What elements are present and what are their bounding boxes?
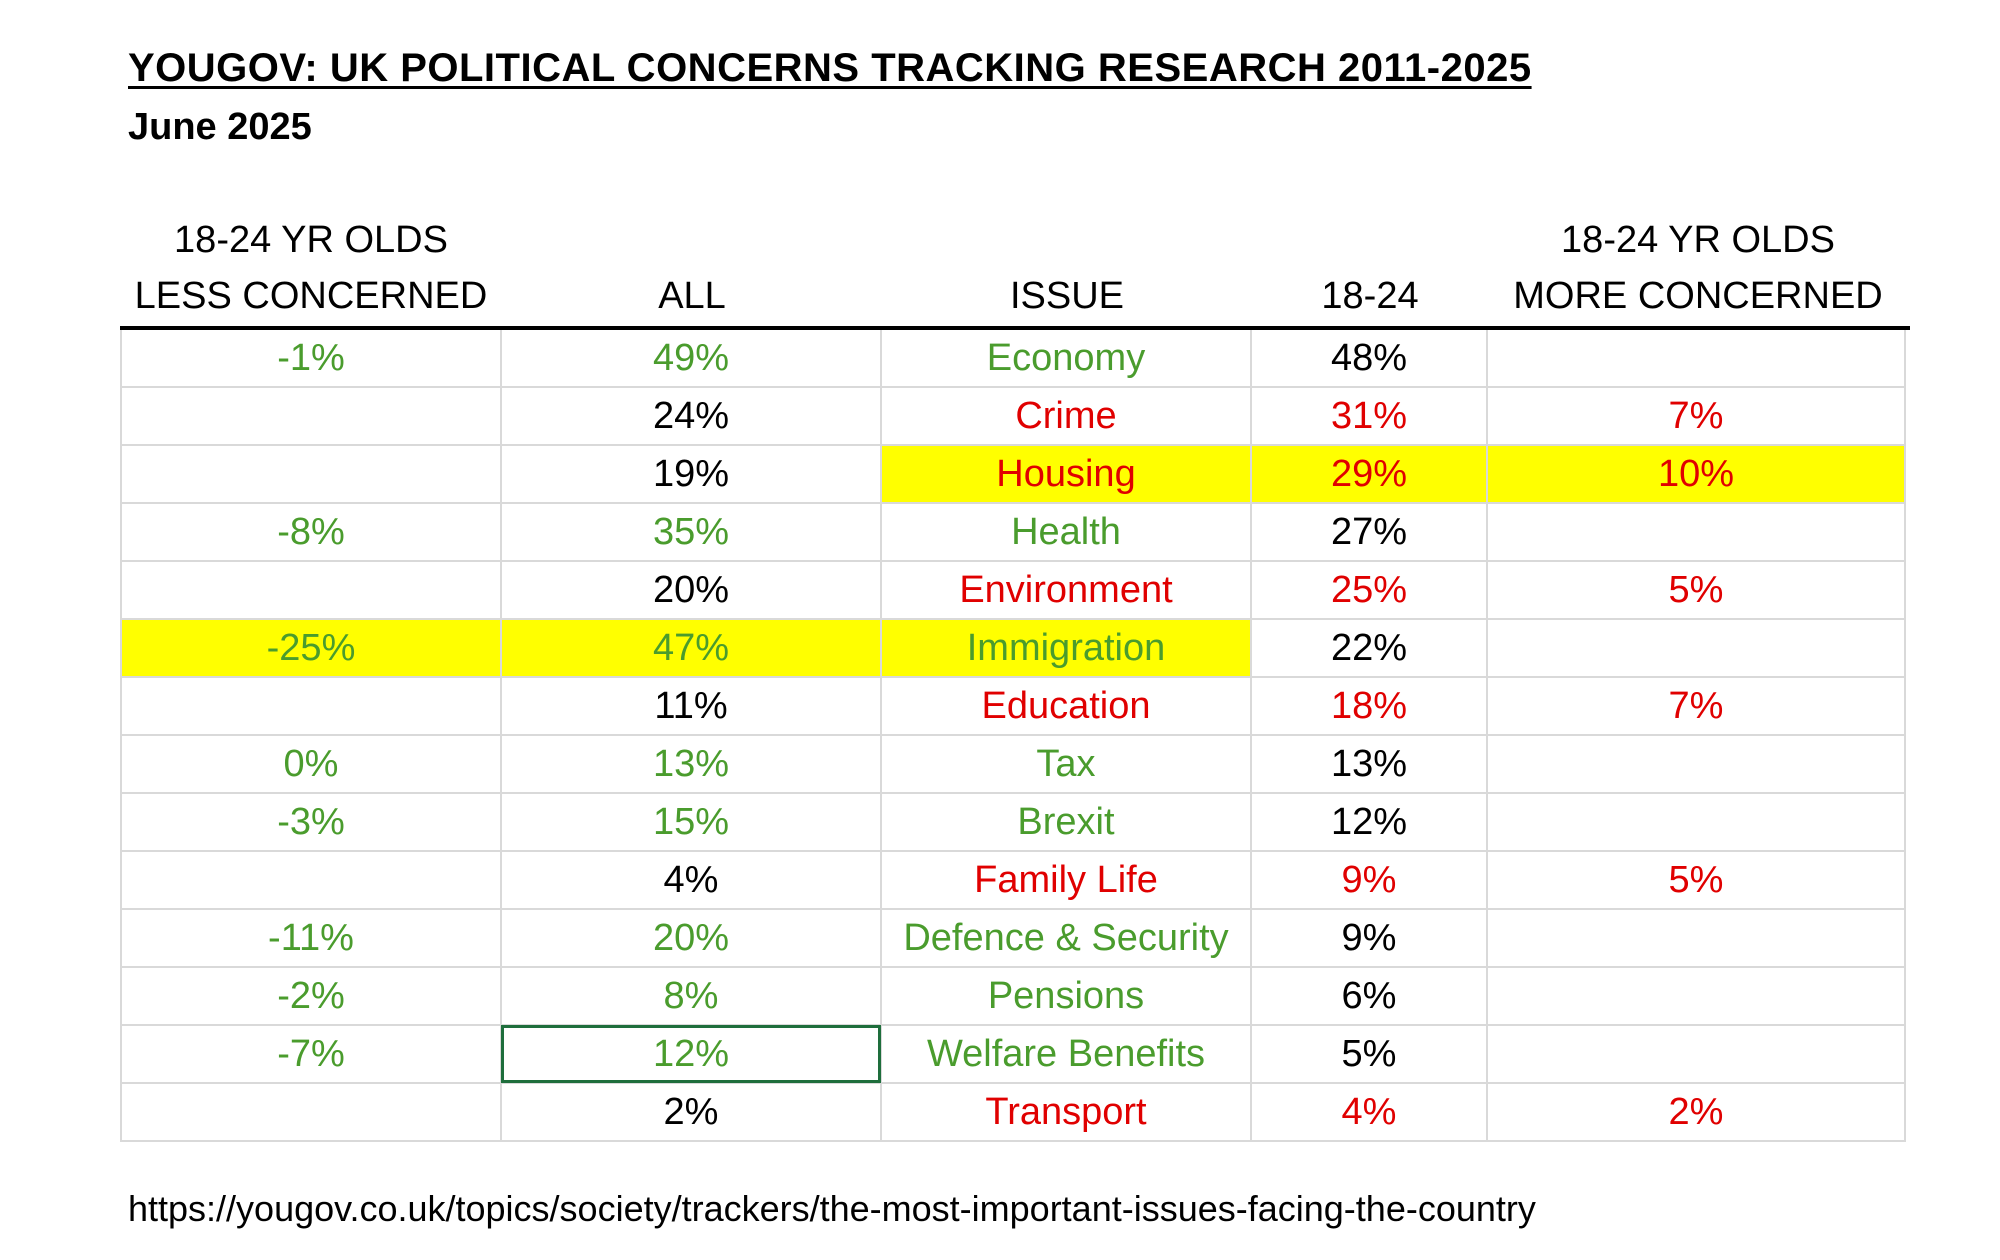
all-cell[interactable]: 13% (500, 734, 882, 794)
all-cell[interactable]: 15% (500, 792, 882, 852)
more-concerned-cell[interactable]: 7% (1486, 386, 1906, 446)
issue-cell[interactable]: Immigration (880, 618, 1252, 678)
less-concerned-cell[interactable]: -1% (120, 330, 502, 388)
all-cell[interactable]: 20% (500, 560, 882, 620)
age-18-24-cell[interactable]: 27% (1250, 502, 1488, 562)
header-less-concerned: 18-24 YR OLDS LESS CONCERNED (120, 212, 502, 324)
more-concerned-cell[interactable]: 5% (1486, 560, 1906, 620)
table-row: -7% 12% Welfare Benefits 5% (120, 1024, 1906, 1084)
issue-cell[interactable]: Brexit (880, 792, 1252, 852)
issue-cell[interactable]: Education (880, 676, 1252, 736)
issue-cell[interactable]: Economy (880, 330, 1252, 388)
all-cell[interactable]: 35% (500, 502, 882, 562)
age-18-24-cell[interactable]: 22% (1250, 618, 1488, 678)
more-concerned-cell[interactable] (1486, 1024, 1906, 1084)
issue-cell[interactable]: Environment (880, 560, 1252, 620)
issue-cell[interactable]: Welfare Benefits (880, 1024, 1252, 1084)
header-less-line2: LESS CONCERNED (134, 275, 488, 317)
table-row: 20% Environment 25% 5% (120, 560, 1906, 620)
source-url[interactable]: https://yougov.co.uk/topics/society/trac… (128, 1188, 1536, 1229)
header-more-concerned: 18-24 YR OLDS MORE CONCERNED (1488, 212, 1908, 324)
more-concerned-cell[interactable] (1486, 330, 1906, 388)
age-18-24-cell[interactable]: 29% (1250, 444, 1488, 504)
concerns-table: -1% 49% Economy 48% 24% Crime 31% 7% 19% Housing 2… (120, 330, 1906, 1142)
issue-cell[interactable]: Defence & Security (880, 908, 1252, 968)
issue-cell[interactable]: Pensions (880, 966, 1252, 1026)
header-more-line2: MORE CONCERNED (1513, 275, 1883, 317)
all-cell[interactable]: 2% (500, 1082, 882, 1142)
table-row: 24% Crime 31% 7% (120, 386, 1906, 446)
table-row: -1% 49% Economy 48% (120, 330, 1906, 388)
header-divider (120, 326, 1910, 330)
all-cell[interactable]: 19% (500, 444, 882, 504)
issue-cell[interactable]: Transport (880, 1082, 1252, 1142)
issue-cell[interactable]: Crime (880, 386, 1252, 446)
more-concerned-cell[interactable]: 5% (1486, 850, 1906, 910)
less-concerned-cell[interactable] (120, 386, 502, 446)
more-concerned-cell[interactable] (1486, 792, 1906, 852)
less-concerned-cell[interactable]: -8% (120, 502, 502, 562)
age-18-24-cell[interactable]: 31% (1250, 386, 1488, 446)
all-cell[interactable]: 8% (500, 966, 882, 1026)
all-cell[interactable]: 24% (500, 386, 882, 446)
table-row: -3% 15% Brexit 12% (120, 792, 1906, 852)
age-18-24-cell[interactable]: 9% (1250, 850, 1488, 910)
more-concerned-cell[interactable]: 7% (1486, 676, 1906, 736)
more-concerned-cell[interactable]: 10% (1486, 444, 1906, 504)
header-more-line1: 18-24 YR OLDS (1561, 219, 1835, 261)
issue-cell[interactable]: Health (880, 502, 1252, 562)
more-concerned-cell[interactable] (1486, 734, 1906, 794)
page-title: YOUGOV: UK POLITICAL CONCERNS TRACKING R… (128, 46, 1532, 90)
table-row: 19% Housing 29% 10% (120, 444, 1906, 504)
table-row: 0% 13% Tax 13% (120, 734, 1906, 794)
less-concerned-cell[interactable] (120, 560, 502, 620)
header-issue: ISSUE (1009, 275, 1125, 317)
age-18-24-cell[interactable]: 5% (1250, 1024, 1488, 1084)
more-concerned-cell[interactable] (1486, 502, 1906, 562)
table-row: -25% 47% Immigration 22% (120, 618, 1906, 678)
more-concerned-cell[interactable] (1486, 966, 1906, 1026)
less-concerned-cell[interactable]: -2% (120, 966, 502, 1026)
table-row: 11% Education 18% 7% (120, 676, 1906, 736)
less-concerned-cell[interactable]: -7% (120, 1024, 502, 1084)
header-all: ALL (658, 275, 726, 317)
age-18-24-cell[interactable]: 13% (1250, 734, 1488, 794)
all-cell[interactable]: 4% (500, 850, 882, 910)
all-cell[interactable]: 20% (500, 908, 882, 968)
more-concerned-cell[interactable] (1486, 908, 1906, 968)
table-row: -2% 8% Pensions 6% (120, 966, 1906, 1026)
issue-cell[interactable]: Housing (880, 444, 1252, 504)
issue-cell[interactable]: Tax (880, 734, 1252, 794)
less-concerned-cell[interactable]: -25% (120, 618, 502, 678)
less-concerned-cell[interactable] (120, 676, 502, 736)
age-18-24-cell[interactable]: 12% (1250, 792, 1488, 852)
all-cell[interactable]: 11% (500, 676, 882, 736)
less-concerned-cell[interactable]: -3% (120, 792, 502, 852)
table-row: -8% 35% Health 27% (120, 502, 1906, 562)
header-18-24: 18-24 (1321, 275, 1419, 317)
age-18-24-cell[interactable]: 25% (1250, 560, 1488, 620)
all-cell[interactable]: 47% (500, 618, 882, 678)
less-concerned-cell[interactable] (120, 444, 502, 504)
table-row: -11% 20% Defence & Security 9% (120, 908, 1906, 968)
less-concerned-cell[interactable]: -11% (120, 908, 502, 968)
page-subtitle: June 2025 (128, 106, 312, 148)
age-18-24-cell[interactable]: 18% (1250, 676, 1488, 736)
more-concerned-cell[interactable]: 2% (1486, 1082, 1906, 1142)
more-concerned-cell[interactable] (1486, 618, 1906, 678)
age-18-24-cell[interactable]: 4% (1250, 1082, 1488, 1142)
table-row: 2% Transport 4% 2% (120, 1082, 1906, 1142)
all-cell[interactable]: 12% (500, 1024, 882, 1084)
age-18-24-cell[interactable]: 6% (1250, 966, 1488, 1026)
less-concerned-cell[interactable] (120, 1082, 502, 1142)
less-concerned-cell[interactable]: 0% (120, 734, 502, 794)
table-row: 4% Family Life 9% 5% (120, 850, 1906, 910)
header-less-line1: 18-24 YR OLDS (174, 219, 448, 261)
concerns-table-body: -1% 49% Economy 48% 24% Crime 31% 7% 19% Housing 2… (120, 330, 1906, 1142)
all-cell[interactable]: 49% (500, 330, 882, 388)
issue-cell[interactable]: Family Life (880, 850, 1252, 910)
age-18-24-cell[interactable]: 9% (1250, 908, 1488, 968)
age-18-24-cell[interactable]: 48% (1250, 330, 1488, 388)
less-concerned-cell[interactable] (120, 850, 502, 910)
